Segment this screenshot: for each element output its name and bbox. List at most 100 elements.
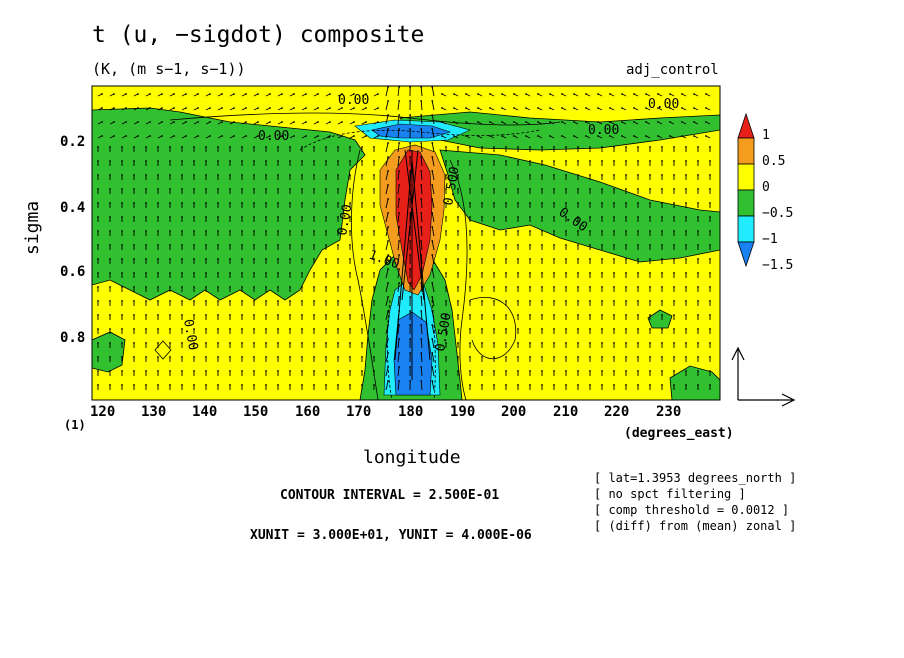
vector-arrow-head [313,356,315,358]
vector-arrow-head [169,300,171,302]
vector-arrow-head [481,342,483,344]
vector-arrow-head [445,272,447,274]
vector-arrow-head [661,286,663,288]
vector-arrow-head [649,286,651,288]
vector-arrow-head [625,272,627,274]
vector-arrow-head [685,300,687,302]
vector-arrow-head [613,286,615,288]
vector-arrow-head [541,188,543,190]
vector-arrow-head [409,296,411,298]
vector-arrow-head [205,244,207,246]
vector-arrow-head [387,114,389,116]
vector-arrow-head [457,342,459,344]
vector-arrow-head [145,328,147,330]
vector-arrow-head [709,370,711,372]
vector-arrow-head [493,258,495,260]
vector-arrow-head [697,160,699,162]
vector-arrow-head [253,356,255,358]
vector-arrow-head [157,160,159,162]
vector-arrow-head [169,160,171,162]
vector-arrow-head [457,230,459,232]
vector-arrow-head [625,244,627,246]
vector-arrow-head [313,258,315,260]
vector-arrow-head [445,146,447,148]
vector-arrow-head [565,244,567,246]
vector-arrow-head [157,286,159,288]
vector-arrow-head [325,258,327,260]
vector-arrow-head [145,216,147,218]
vector-arrow-head [661,370,663,372]
vector-arrow-head [337,188,339,190]
vector-arrow-head [709,174,711,176]
vector-arrow-head [431,128,433,130]
vector-arrow-head [589,160,591,162]
vector-arrow-head [529,314,531,316]
vector-arrow-head [121,174,123,176]
vector-arrow-head [553,146,555,148]
vector-arrow-head [589,258,591,260]
vector-arrow-head [325,202,327,204]
vector-arrow-head [205,202,207,204]
vector-arrow-head [121,272,123,274]
vector-arrow-head [445,370,447,372]
vector-arrow-head [373,272,375,274]
vector-arrow-head [601,300,603,302]
vector-arrow-head [457,300,459,302]
vector-arrow-head [229,356,231,358]
vector-arrow-head [661,202,663,204]
vector-arrow-head [289,244,291,246]
vector-arrow-head [193,230,195,232]
vector-arrow-head [305,121,307,123]
vector-arrow-head [481,230,483,232]
vector-arrow-head [661,272,663,274]
vector-arrow-head [361,188,363,190]
vector-arrow-head [398,212,400,214]
vector-arrow-head [517,314,519,316]
vector-arrow-head [337,202,339,204]
vector-arrow-head [301,356,303,358]
vector-arrow-head [505,314,507,316]
vector-arrow-head [517,384,519,386]
vector-arrow-head [637,230,639,232]
vector-arrow-head [217,314,219,316]
vector-arrow-head [613,314,615,316]
vector-arrow-head [109,160,111,162]
vector-arrow-head [277,230,279,232]
vector-arrow-head [685,328,687,330]
vector-arrow-head [469,244,471,246]
vector-arrow-head [431,324,433,326]
vector-arrow-head [601,216,603,218]
vector-arrow-head [169,286,171,288]
vector-arrow-head [373,216,375,218]
vector-arrow-head [253,160,255,162]
vector-arrow-head [205,328,207,330]
vector-arrow-head [553,370,555,372]
vector-arrow-head [481,328,483,330]
vector-arrow-head [693,107,695,109]
vector-arrow-head [97,314,99,316]
vector-arrow-head [289,370,291,372]
vector-arrow-head [625,314,627,316]
vector-arrow-head [169,244,171,246]
vector-arrow-head [265,258,267,260]
vector-arrow-head [589,230,591,232]
vector-arrow-head [553,216,555,218]
vector-arrow-head [431,240,433,242]
vector-arrow-head [553,286,555,288]
vector-arrow-head [361,286,363,288]
vector-arrow-head [313,216,315,218]
vector-arrow-head [709,244,711,246]
x-tick-label: 120 [90,404,115,420]
vector-arrow-head [373,286,375,288]
vector-arrow-head [577,188,579,190]
vector-arrow-head [625,216,627,218]
vector-arrow-head [637,370,639,372]
vector-arrow-head [349,384,351,386]
vector-arrow-head [157,244,159,246]
vector-arrow-head [241,216,243,218]
vector-arrow-head [513,121,515,123]
vector-arrow-head [709,342,711,344]
vector-arrow-head [305,93,307,95]
vector-arrow-head [373,160,375,162]
vector-arrow-head [361,160,363,162]
